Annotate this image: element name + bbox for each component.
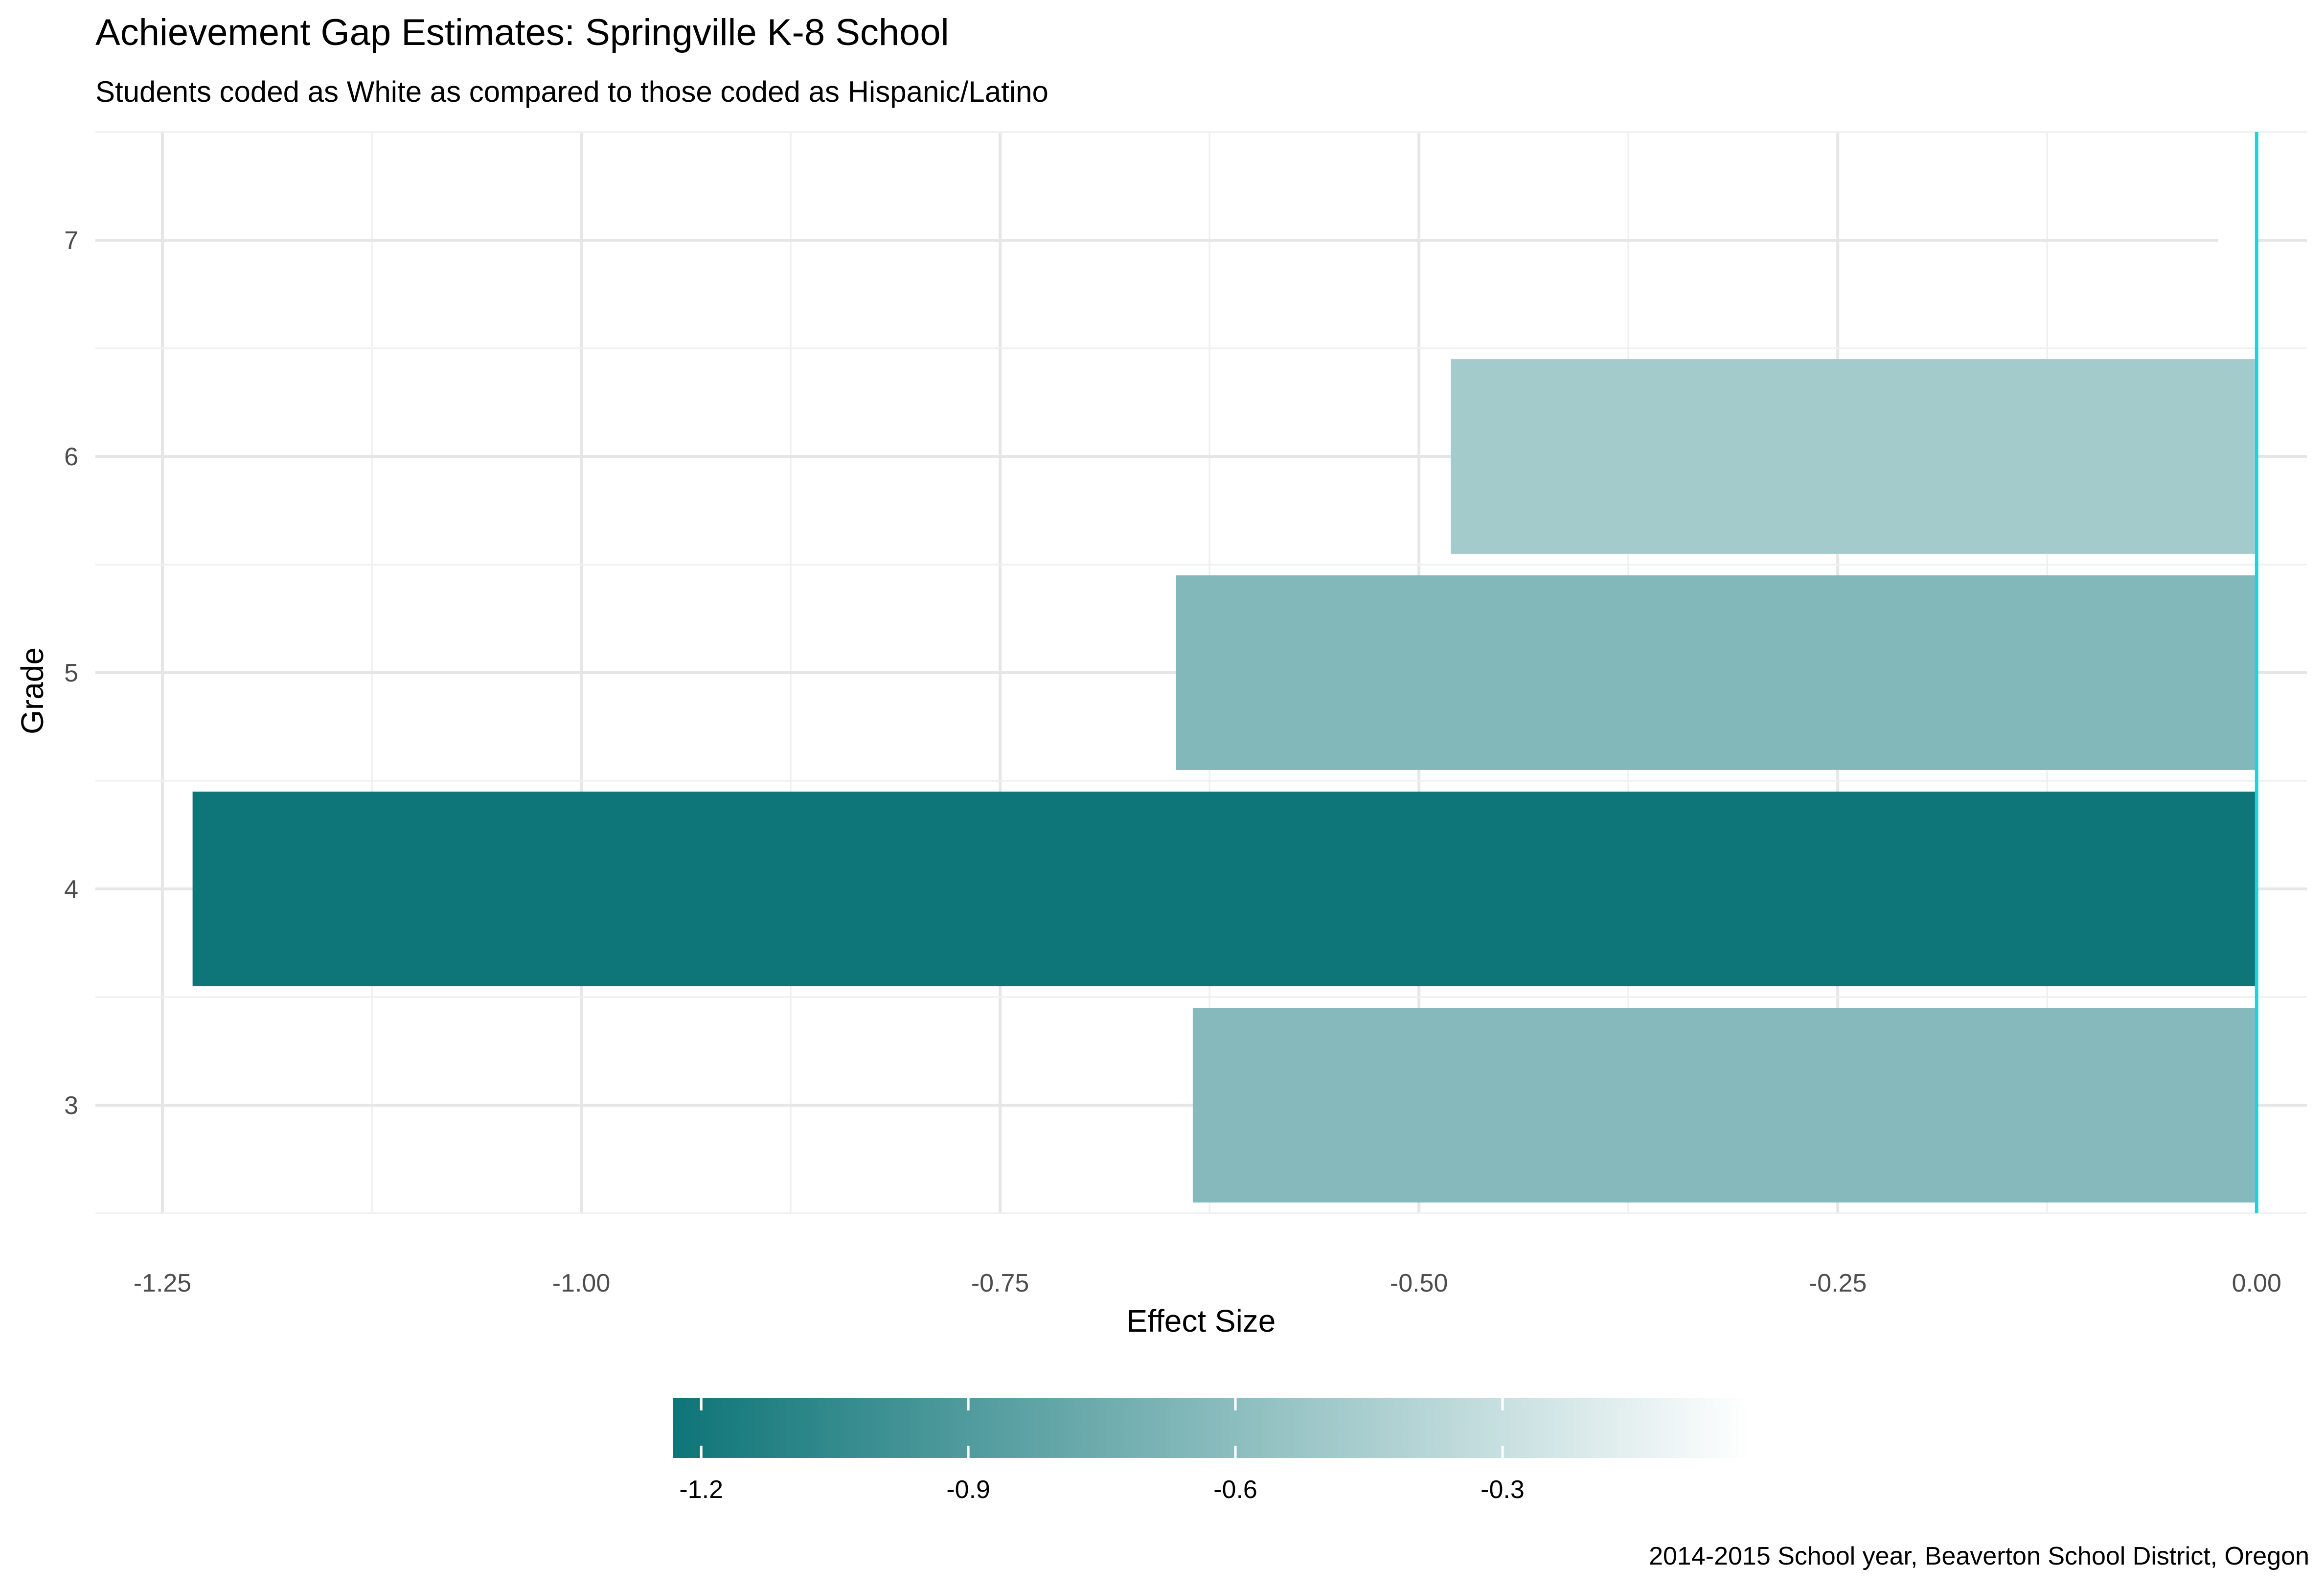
- x-tick-label: -1.25: [134, 1269, 192, 1297]
- bar-grade-6: [1451, 359, 2257, 554]
- y-tick-label: 3: [64, 1091, 78, 1120]
- x-tick-label: -0.75: [971, 1269, 1029, 1297]
- y-tick-label: 6: [64, 443, 78, 471]
- x-tick-label: 0.00: [2232, 1269, 2281, 1297]
- colorbar-tick-label: -0.3: [1481, 1476, 1525, 1504]
- colorbar-legend: -1.2 -0.9 -0.6 -0.3: [673, 1398, 1749, 1504]
- bars: [192, 143, 2257, 1203]
- y-tick-label: 5: [64, 659, 78, 687]
- x-axis-title: Effect Size: [1127, 1303, 1276, 1339]
- y-tick-label: 4: [64, 875, 78, 904]
- chart-title: Achievement Gap Estimates: Springville K…: [95, 12, 949, 53]
- y-axis-title: Grade: [15, 647, 50, 734]
- bar-grade-5: [1176, 575, 2257, 770]
- colorbar-tick-label: -1.2: [679, 1476, 723, 1504]
- colorbar-tick-label: -0.6: [1213, 1476, 1257, 1504]
- bar-grade-4: [192, 792, 2257, 986]
- bar-grade-7: [2218, 143, 2257, 338]
- x-tick-label: -1.00: [552, 1269, 611, 1297]
- y-tick-labels: 3 4 5 6 7: [64, 227, 78, 1120]
- chart-caption: 2014-2015 School year, Beaverton School …: [1649, 1542, 2309, 1570]
- bar-grade-3: [1192, 1008, 2257, 1203]
- colorbar: [673, 1398, 1749, 1458]
- y-tick-label: 7: [64, 227, 78, 255]
- chart-subtitle: Students coded as White as compared to t…: [95, 75, 1048, 108]
- colorbar-tick-label: -0.9: [946, 1476, 990, 1504]
- x-tick-label: -0.25: [1809, 1269, 1867, 1297]
- colorbar-ticks: -1.2 -0.9 -0.6 -0.3: [679, 1398, 1525, 1504]
- x-tick-label: -0.50: [1390, 1269, 1448, 1297]
- x-tick-labels: -1.25 -1.00 -0.75 -0.50 -0.25 0.00: [134, 1269, 2281, 1297]
